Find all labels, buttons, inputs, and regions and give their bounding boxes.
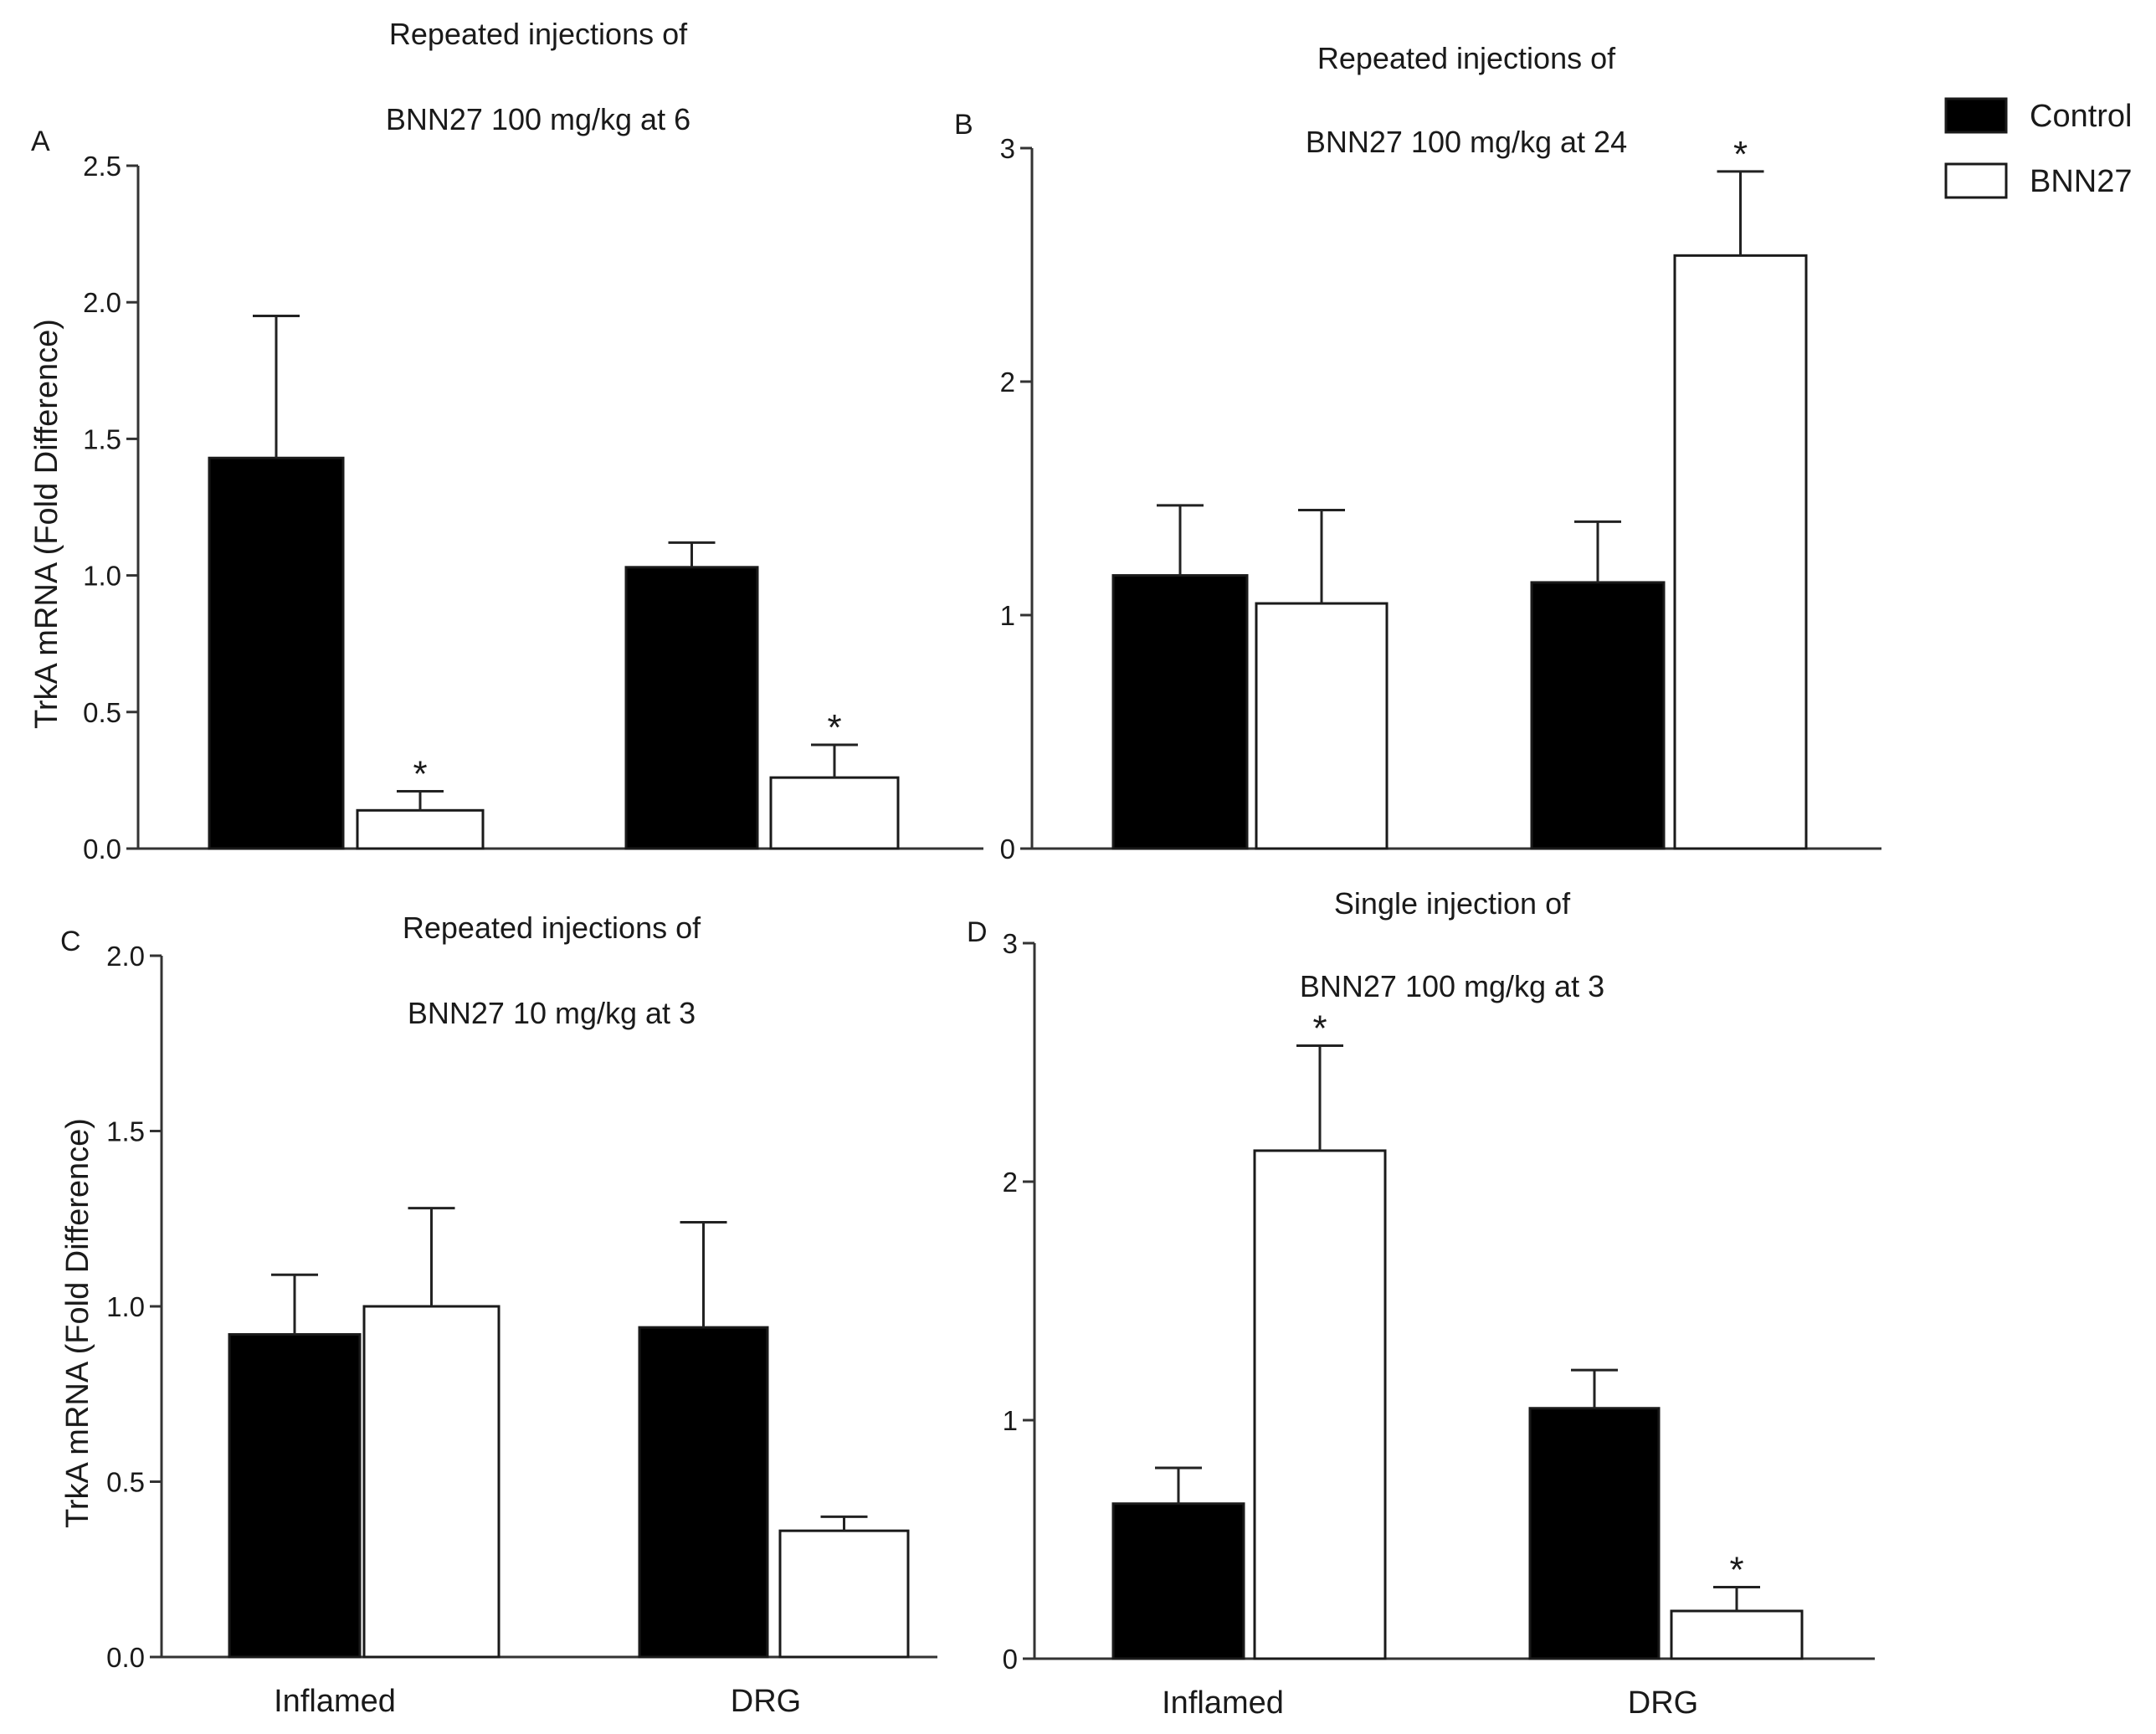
bar-control-1 [1111,574,1249,850]
bar-bnn27-2 [778,1529,910,1659]
y-tick-label: 1.0 [106,1291,145,1322]
y-tick-label: 2 [1000,367,1015,398]
panel-b: B Repeated injections of BNN27 100 mg/kg a… [954,41,1881,864]
bar-control-2 [624,566,759,850]
chart-title-line-2: BNN27 10 mg/kg at 3 [408,996,696,1030]
y-tick-label: 2.5 [83,151,121,182]
bar-bnn27-1 [1253,1149,1387,1660]
legend-label-control: Control [2030,99,2133,134]
y-tick-label: 1 [1000,600,1015,631]
panel-c: C Repeated injections of BNN27 10 mg/kg at… [60,911,937,1719]
bar-bnn27-1 [1255,602,1389,850]
y-tick-label: 2.0 [106,941,145,972]
chart-title-line-1: Repeated injections of [403,911,701,945]
y-tick-label: 3 [1000,133,1015,164]
bar-control-1 [208,456,345,850]
y-tick-label: 0.0 [106,1642,145,1673]
bar-bnn27-2 [1670,1609,1804,1660]
x-category-label: DRG [731,1684,801,1719]
bar-control-1 [1111,1502,1245,1660]
chart-title-line-1: Single injection of [1334,886,1571,921]
bar-control-2 [1528,1407,1661,1660]
y-tick-label: 0.5 [83,697,121,728]
panel-letter: B [954,109,973,141]
bar-bnn27-2 [1673,254,1808,850]
y-tick-label: 1.5 [83,423,121,454]
chart-title-line-2: BNN27 100 mg/kg at 3 [1300,969,1604,1003]
bar-control-2 [1530,581,1666,850]
bar-bnn27-1 [362,1305,501,1659]
panel-d: D Single injection of BNN27 100 mg/kg at 3… [967,886,1875,1721]
legend-swatch-control [1944,97,2008,134]
y-tick-label: 0.5 [106,1467,145,1498]
y-tick-label: 0 [1000,834,1015,864]
x-category-label: Inflamed [1162,1685,1284,1721]
bar-control-1 [228,1333,362,1659]
y-tick-label: 3 [1003,928,1018,959]
significance-star: * [413,753,427,794]
panel-a: A Repeated injections of BNN27 100 mg/kg a… [29,17,983,864]
y-tick-label: 1.5 [106,1116,145,1147]
bar-bnn27-1 [356,808,485,850]
legend-label-bnn27: BNN27 [2030,164,2133,199]
bar-control-2 [638,1326,769,1659]
legend: Control BNN27 [1944,97,2133,199]
chart-title-line-2: BNN27 100 mg/kg at 24 [1306,125,1627,159]
x-category-label: DRG [1628,1685,1698,1721]
panel-letter: C [60,926,81,957]
legend-item-bnn27: BNN27 [1944,162,2133,199]
significance-star: * [827,707,841,748]
y-tick-label: 0 [1003,1644,1018,1675]
y-axis-label: TrkA mRNA (Fold Difference) [60,1118,95,1528]
y-tick-label: 2.0 [83,287,121,318]
y-tick-label: 1 [1003,1405,1018,1436]
chart-title-line-2: BNN27 100 mg/kg at 6 [386,102,690,136]
y-tick-label: 0.0 [83,834,121,864]
y-tick-label: 2 [1003,1167,1018,1198]
chart-title-line-1: Repeated injections of [1317,41,1616,75]
panel-letter: D [967,916,988,948]
bar-bnn27-2 [769,776,900,850]
y-axis-label: TrkA mRNA (Fold Difference) [29,319,64,729]
x-category-label: Inflamed [274,1684,396,1719]
significance-star: * [1312,1008,1327,1049]
chart-title-line-1: Repeated injections of [389,17,688,51]
significance-star: * [1733,134,1748,175]
legend-item-control: Control [1944,97,2133,134]
legend-swatch-bnn27 [1944,162,2008,199]
y-tick-label: 1.0 [83,561,121,592]
significance-star: * [1729,1550,1743,1591]
panel-letter: A [31,126,50,157]
